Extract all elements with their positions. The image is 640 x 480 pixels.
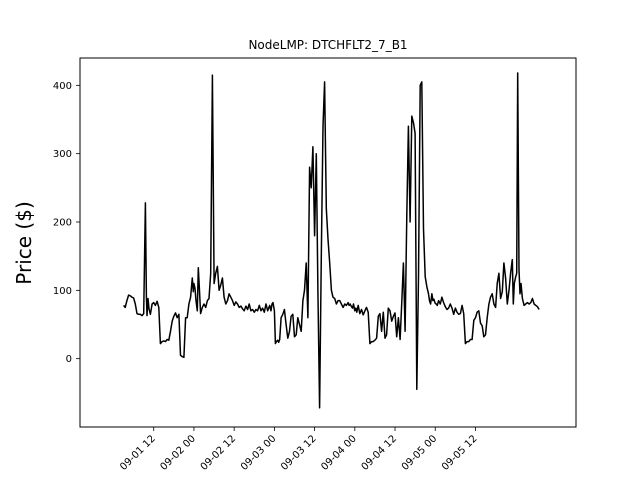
y-tick-label: 300: [53, 149, 72, 160]
x-tick-label: 09-04 00: [319, 433, 359, 473]
y-axis-label: Price ($): [12, 201, 36, 284]
x-tick-label: 09-02 12: [199, 433, 239, 473]
series-layer: [123, 72, 540, 409]
x-tick-label: 09-01 12: [118, 433, 158, 473]
x-tick-label: 09-05 12: [440, 433, 480, 473]
x-tick-label: 09-03 00: [239, 433, 279, 473]
y-tick-label: 200: [53, 218, 72, 229]
x-axis: 09-01 12 09-02 00 09-02 12 09-03 00 09-03 12…: [118, 427, 480, 473]
series-line: [123, 72, 540, 409]
x-tick-label: 09-02 00: [158, 433, 198, 473]
x-tick-label: 09-04 12: [360, 433, 400, 473]
y-tick-label: 0: [66, 354, 72, 365]
y-axis: 0 100 200 300 400: [53, 81, 80, 365]
x-tick-label: 09-03 12: [279, 433, 319, 473]
chart-title: NodeLMP: DTCHFLT2_7_B1: [248, 38, 407, 52]
plot-area-frame: [79, 57, 577, 428]
x-tick-label: 09-05 00: [400, 433, 440, 473]
y-tick-label: 100: [53, 286, 72, 297]
y-tick-label: 400: [53, 81, 72, 92]
